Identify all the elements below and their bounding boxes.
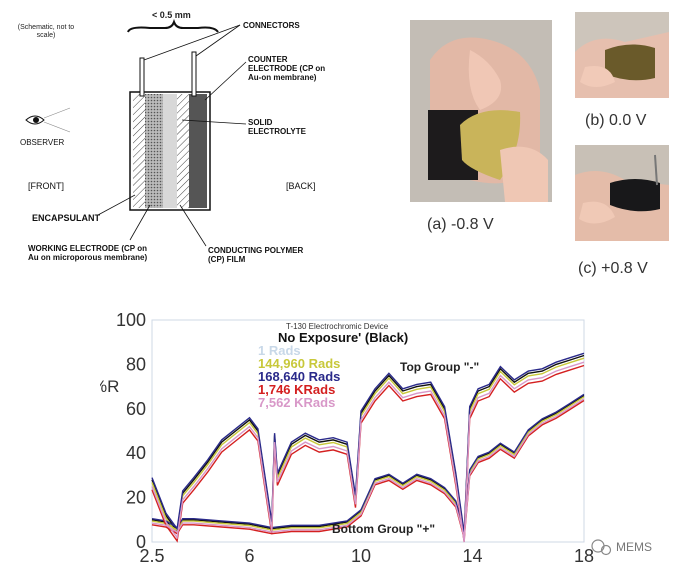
device-photo-a [410,20,552,202]
bottom-group-line [151,398,585,537]
y-axis-label: %R [100,377,119,396]
legend-entry: 1 Rads [258,343,301,358]
observer-label: OBSERVER [20,138,65,147]
legend-entry: 1,746 KRads [258,382,335,397]
chart-title: T-130 Electrochromic Device [286,322,389,331]
back-label: [BACK] [286,181,316,191]
x-tick-label: 6 [245,546,255,566]
plot-area [151,319,585,543]
legend-entry: 168,640 Rads [258,369,340,384]
caption-c: (c) +0.8 V [578,260,648,277]
photo-a [410,20,552,202]
bottom-group-label: Bottom Group "+" [332,522,435,536]
bottom-group-line [151,396,585,535]
caption-b: (b) 0.0 V [585,112,647,129]
x-tick-label: 18 [574,546,594,566]
watermark-text: MEMS [616,540,652,554]
working-electrode-label: WORKING ELECTRODE (CP on Au on microporo… [28,244,148,262]
counter-electrode-label: COUNTER ELECTRODE (CP on Au-on membrane) [248,55,326,82]
bottom-group-line [151,393,585,533]
legend-entry: No Exposure' (Black) [278,330,408,345]
eye-icon [25,107,71,133]
bottom-group-line [151,399,585,539]
watermark: MEMS [591,539,652,556]
top-group-line [151,361,585,543]
caption-a: (a) -0.8 V [427,216,494,233]
x-tick-label: 10 [351,546,371,566]
width-label: < 0.5 mm [152,10,191,20]
schematic-note: (Schematic, not to scale) [17,24,75,39]
encapsulant-label: ENCAPSULANT [32,213,101,223]
x-tick-label: 2.5 [139,546,164,566]
photo-b [575,12,669,98]
y-tick-label: 80 [126,354,146,374]
conducting-polymer-label: CONDUCTING POLYMER (CP) FILM [208,246,304,264]
solid-electrolyte-label: SOLID ELECTROLYTE [248,118,306,136]
photo-c [575,145,669,241]
y-tick-label: 20 [126,488,146,508]
device-schematic-drawing [25,18,247,247]
legend-entry: 144,960 Rads [258,356,340,371]
y-tick-label: 0 [136,532,146,552]
x-tick-label: 14 [463,546,483,566]
y-tick-label: 60 [126,399,146,419]
top-group-label: Top Group "-" [400,360,479,374]
connectors-label: CONNECTORS [243,21,300,30]
wechat-icon-small [600,544,612,556]
legend-entry: 7,562 KRads [258,395,335,410]
reflectance-chart: 0 20 40 60 80 100 2.5 6 10 14 18 T-130 Electrochr… [100,310,652,566]
front-label: [FRONT] [28,181,64,191]
device-photo-c [575,145,669,241]
device-photo-b [575,12,669,98]
y-tick-label: 40 [126,443,146,463]
schematic-panel: (Schematic, not to scale) < 0.5 mm CONNE… [0,0,390,300]
y-tick-label: 100 [116,310,146,330]
